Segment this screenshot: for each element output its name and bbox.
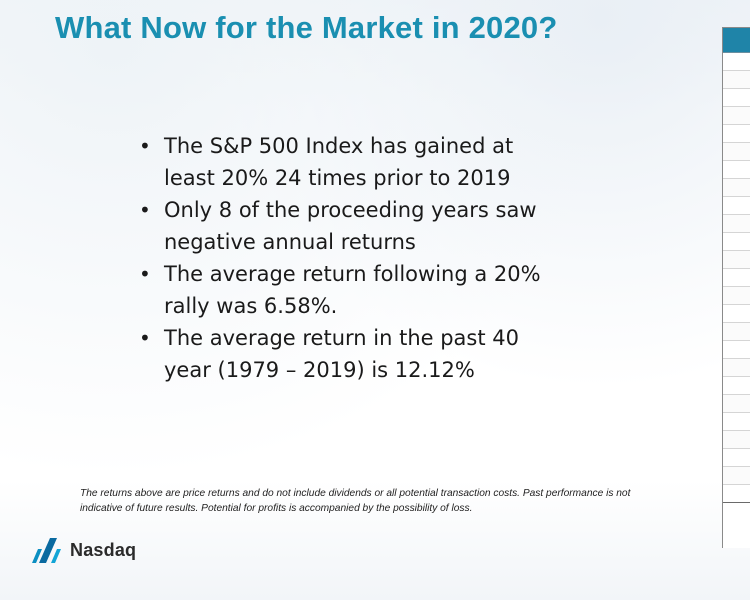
table-row [723, 107, 750, 125]
table-row [723, 359, 750, 377]
bullet-item: • Only 8 of the proceeding years saw neg… [133, 194, 563, 258]
bullet-item: • The average return following a 20% ral… [133, 258, 563, 322]
table-row [723, 179, 750, 197]
bullet-dot-icon: • [139, 134, 151, 158]
table-row [723, 485, 750, 503]
table-row [723, 395, 750, 413]
bullet-text: The average return following a 20% rally… [164, 262, 541, 318]
table-row [723, 71, 750, 89]
table-row [723, 215, 750, 233]
bullet-text: The S&P 500 Index has gained at least 20… [164, 134, 514, 190]
bullet-dot-icon: • [139, 198, 151, 222]
table-row [723, 161, 750, 179]
table-row [723, 431, 750, 449]
table-row [723, 197, 750, 215]
table-row [723, 467, 750, 485]
bullet-item: • The S&P 500 Index has gained at least … [133, 130, 563, 194]
table-row [723, 233, 750, 251]
table-row [723, 449, 750, 467]
table-row [723, 305, 750, 323]
bullet-list: • The S&P 500 Index has gained at least … [133, 130, 563, 386]
table-row [723, 287, 750, 305]
table-row [723, 143, 750, 161]
table-row [723, 341, 750, 359]
bullet-text: Only 8 of the proceeding years saw negat… [164, 198, 537, 254]
nasdaq-logo: Nasdaq [30, 533, 136, 567]
table-row [723, 323, 750, 341]
table-row [723, 89, 750, 107]
table-row [723, 413, 750, 431]
disclaimer-text: The returns above are price returns and … [80, 488, 631, 514]
table-row [723, 53, 750, 71]
bullet-dot-icon: • [139, 326, 151, 350]
nasdaq-logo-mark-icon [30, 535, 64, 565]
table-row [723, 251, 750, 269]
slide-title: What Now for the Market in 2020? [55, 10, 558, 45]
table-row [723, 269, 750, 287]
bullet-text: The average return in the past 40 year (… [164, 326, 519, 382]
nasdaq-logo-text: Nasdaq [70, 539, 137, 560]
table-row [723, 377, 750, 395]
table-row [723, 125, 750, 143]
bullet-dot-icon: • [139, 262, 151, 286]
cropped-returns-table [722, 27, 750, 548]
table-header [723, 28, 750, 53]
bullet-item: • The average return in the past 40 year… [133, 322, 563, 386]
